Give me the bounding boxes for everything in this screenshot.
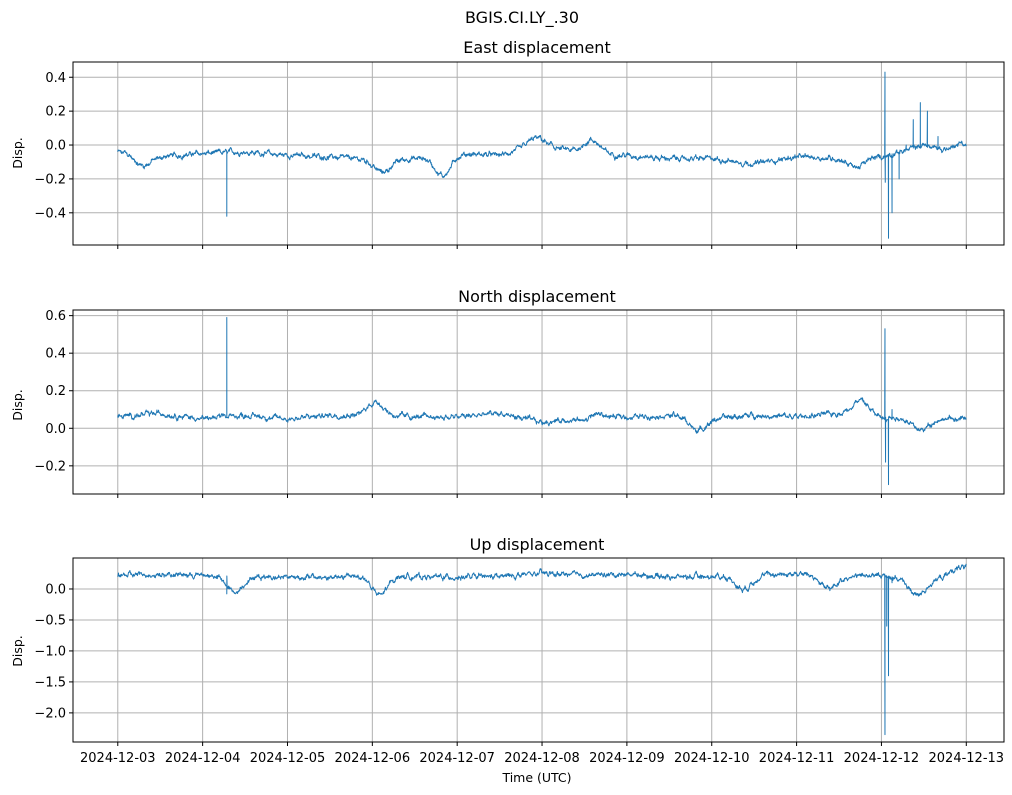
north-displacement-panel: North displacement Disp. −0.2 0.0 0.2 0.4 0.… xyxy=(10,287,1005,498)
panel-title: Up displacement xyxy=(470,535,605,554)
axes-frame xyxy=(72,61,1005,246)
x-tick-labels: 2024-12-03 2024-12-04 2024-12-05 2024-12-06… xyxy=(80,751,1004,766)
series-line xyxy=(117,563,967,736)
y-tick-label: 0.0 xyxy=(45,422,66,437)
y-tick-label: −0.2 xyxy=(34,172,66,187)
y-tick-label: −2.0 xyxy=(34,706,66,721)
east-displacement-panel: East displacement Disp. −0.4 −0.2 0.0 0.2 0.… xyxy=(10,38,1005,249)
y-tick-label: 0.4 xyxy=(45,71,66,86)
x-tick-label: 2024-12-10 xyxy=(674,751,750,766)
y-tick-label: 0.0 xyxy=(45,582,66,597)
y-tick-label: 0.2 xyxy=(45,105,66,120)
y-tick-label: 0.0 xyxy=(45,139,66,154)
up-displacement-panel: Up displacement Disp. −2.0 −1.5 −1.0 −0.5 0.… xyxy=(10,535,1005,746)
x-tick-label: 2024-12-12 xyxy=(844,751,920,766)
panel-title: North displacement xyxy=(458,287,616,306)
x-tick-label: 2024-12-13 xyxy=(929,751,1005,766)
y-axis-label: Disp. xyxy=(10,635,25,667)
x-tick-label: 2024-12-04 xyxy=(165,751,241,766)
x-tick-label: 2024-12-08 xyxy=(504,751,580,766)
y-tick-label: −0.2 xyxy=(34,459,66,474)
x-tick-label: 2024-12-05 xyxy=(250,751,326,766)
axes-frame xyxy=(72,557,1005,743)
series-line xyxy=(117,71,967,239)
figure-suptitle: BGIS.CI.LY_.30 xyxy=(465,8,579,28)
y-tick-label: 0.6 xyxy=(45,309,66,324)
y-tick-label: −0.5 xyxy=(34,613,66,628)
axes-frame xyxy=(72,309,1005,495)
y-tick-label: −1.0 xyxy=(34,644,66,659)
x-tick-label: 2024-12-07 xyxy=(419,751,495,766)
panel-title: East displacement xyxy=(463,38,610,57)
x-tick-label: 2024-12-03 xyxy=(80,751,156,766)
y-tick-label: 0.4 xyxy=(45,347,66,362)
x-axis-label: Time (UTC) xyxy=(501,770,571,785)
x-tick-label: 2024-12-06 xyxy=(335,751,411,766)
series-line xyxy=(117,317,967,486)
y-tick-label: −0.4 xyxy=(34,206,66,221)
y-tick-label: −1.5 xyxy=(34,675,66,690)
y-axis-label: Disp. xyxy=(10,389,25,421)
y-tick-label: 0.2 xyxy=(45,384,66,399)
y-axis-label: Disp. xyxy=(10,137,25,169)
x-tick-label: 2024-12-11 xyxy=(759,751,835,766)
x-tick-label: 2024-12-09 xyxy=(589,751,665,766)
